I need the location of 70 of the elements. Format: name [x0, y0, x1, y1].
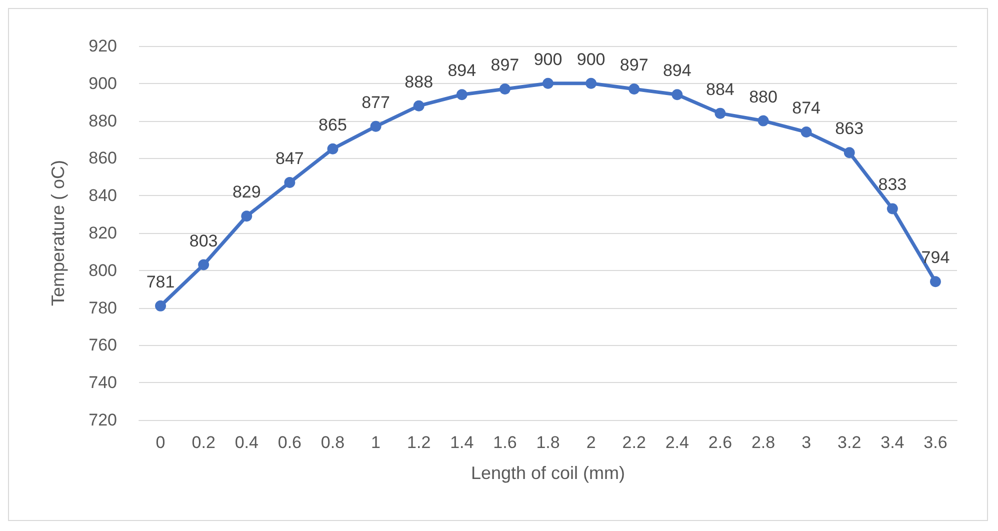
data-label: 897 — [490, 56, 520, 75]
data-label: 894 — [448, 61, 476, 80]
data-label: 803 — [189, 231, 218, 250]
x-tick-label: 2.4 — [665, 433, 689, 452]
point — [284, 177, 296, 188]
x-tick-label: 2.2 — [622, 433, 646, 452]
data-label: 877 — [362, 92, 390, 112]
data-label: 847 — [275, 149, 304, 168]
x-tick-label: 2 — [586, 433, 596, 452]
x-axis-title: Length of coil (mm) — [470, 463, 626, 483]
data-label: 865 — [318, 115, 347, 134]
data-label: 781 — [146, 272, 175, 292]
y-tick-label: 800 — [88, 260, 117, 280]
data-label: 874 — [792, 98, 821, 118]
point — [413, 100, 424, 112]
y-axis-title: Temperature ( oC) — [48, 160, 68, 306]
point — [542, 78, 554, 89]
data-label: 794 — [921, 248, 950, 268]
y-tick-label: 760 — [88, 336, 117, 355]
point — [586, 78, 597, 89]
x-tick-label: 3 — [802, 433, 812, 452]
data-label: 900 — [534, 50, 562, 69]
point — [844, 147, 855, 158]
point — [155, 300, 166, 312]
x-tick-label: 2.6 — [708, 433, 732, 452]
data-label: 884 — [706, 80, 734, 99]
point — [758, 115, 769, 126]
point — [499, 84, 510, 95]
point — [886, 203, 898, 214]
data-label: 880 — [749, 87, 778, 106]
x-tick-label: 0.8 — [320, 433, 345, 452]
y-tick-label: 900 — [88, 74, 117, 93]
y-tick-label: 840 — [88, 186, 117, 206]
point — [628, 84, 640, 95]
x-tick-label: 1.8 — [536, 433, 560, 452]
x-tick-label: 3.6 — [924, 433, 948, 452]
point — [672, 89, 683, 100]
x-tick-label: 1 — [371, 433, 381, 452]
y-tick-label: 820 — [88, 224, 117, 242]
x-tick-label: 2.8 — [751, 433, 776, 452]
x-tick-label: 0.2 — [192, 433, 216, 452]
point — [800, 126, 812, 138]
y-tick-label: 720 — [88, 410, 117, 430]
y-tick-label: 880 — [88, 111, 117, 130]
point — [456, 89, 468, 100]
x-tick-label: 0 — [156, 433, 166, 452]
point — [714, 108, 726, 119]
y-tick-label: 780 — [88, 298, 117, 318]
x-tick-label: 1.2 — [407, 433, 431, 452]
x-tick-label: 1.4 — [450, 433, 474, 452]
x-tick-label: 0.4 — [234, 433, 258, 452]
point — [327, 143, 338, 154]
data-label: 894 — [662, 61, 692, 80]
point — [370, 120, 382, 132]
data-label: 829 — [232, 182, 261, 202]
y-tick-label: 860 — [88, 148, 117, 168]
data-label: 900 — [576, 50, 606, 69]
data-label: 888 — [404, 72, 434, 92]
data-label: 863 — [835, 119, 864, 138]
x-tick-label: 3.4 — [880, 433, 904, 452]
point — [241, 210, 252, 222]
y-tick-label: 740 — [88, 373, 117, 392]
x-tick-label: 3.2 — [838, 433, 862, 452]
x-tick-label: 0.6 — [278, 433, 302, 452]
point — [198, 259, 210, 270]
data-label: 833 — [878, 175, 907, 194]
y-tick-label: 920 — [88, 36, 117, 56]
x-tick-label: 1.6 — [493, 433, 517, 452]
data-label: 897 — [620, 56, 648, 75]
point — [930, 276, 941, 288]
